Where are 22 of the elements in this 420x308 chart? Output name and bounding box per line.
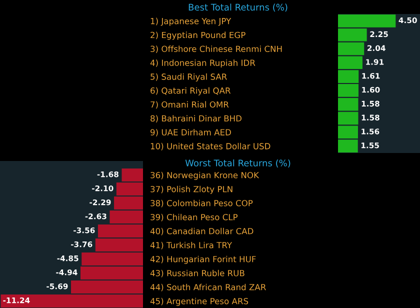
y-tick-label: 2) Egyptian Pound EGP <box>150 32 246 40</box>
y-tick-label: 45) Argentine Peso ARS <box>150 298 248 306</box>
text: Worst Total Returns (%) <box>185 159 290 168</box>
y-tick-label: 5) Saudi Riyal SAR <box>150 73 227 82</box>
y-tick-label: 3) Offshore Chinese Renmi CNH <box>150 46 282 54</box>
y-tick-label: 9) UAE Dirham AED <box>150 128 231 136</box>
text: Best Total Returns (%) <box>188 4 288 12</box>
y-tick-label: 6) Qatari Riyal QAR <box>150 87 231 96</box>
y-tick-label: 40) Canadian Dollar CAD <box>150 228 254 236</box>
y-tick-label: 44) South African Rand ZAR <box>150 284 266 292</box>
y-tick-label: 41) Turkish Lira TRY <box>150 242 232 250</box>
y-tick-label: 38) Colombian Peso COP <box>150 200 253 208</box>
y-tick-label: 43) Russian Ruble RUB <box>150 270 244 278</box>
y-tick-label: 42) Hungarian Forint HUF <box>150 256 256 264</box>
y-tick-label: 8) Bahraini Dinar BHD <box>150 115 242 123</box>
y-tick-label: 10) United States Dollar USD <box>150 142 270 150</box>
y-tick-label: 39) Chilean Peso CLP <box>150 214 238 222</box>
y-tick-label: 4) Indonesian Rupiah IDR <box>150 59 256 68</box>
y-tick-label: 1) Japanese Yen JPY <box>150 18 232 26</box>
y-tick-label: 36) Norwegian Krone NOK <box>150 172 260 180</box>
y-tick-label: 7) Omani Rial OMR <box>150 101 229 109</box>
y-tick-label: 37) Polish Zloty PLN <box>150 186 232 194</box>
